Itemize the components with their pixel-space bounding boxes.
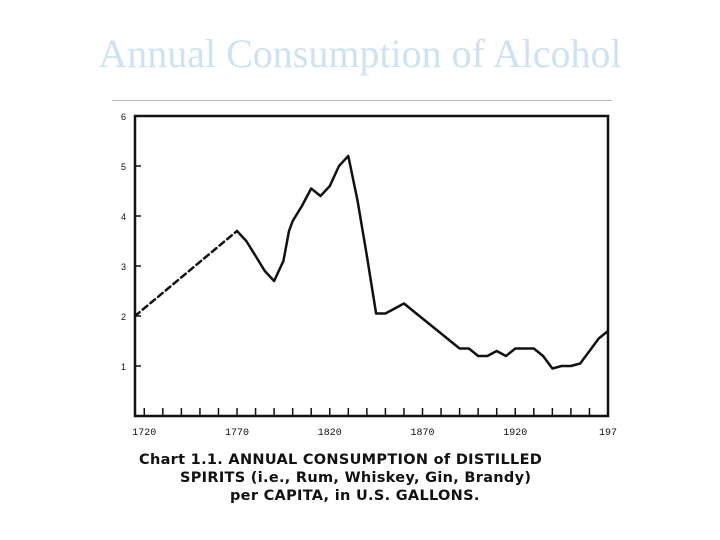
caption-line-1: Chart 1.1. ANNUAL CONSUMPTION of DISTILL… bbox=[139, 452, 543, 468]
y-tick-label: 6 bbox=[121, 112, 126, 122]
plot-frame bbox=[133, 114, 610, 418]
series-line-solid bbox=[235, 154, 610, 370]
x-tick-label: 1870 bbox=[411, 428, 435, 439]
y-tick-label: 4 bbox=[121, 212, 126, 222]
x-tick-label: 1720 bbox=[132, 428, 156, 439]
y-tick-label: 2 bbox=[121, 312, 126, 322]
caption-line-2: SPIRITS (i.e., Rum, Whiskey, Gin, Brandy… bbox=[180, 470, 532, 486]
x-tick-label: 1770 bbox=[225, 428, 249, 439]
y-tick-label: 3 bbox=[121, 262, 126, 272]
x-tick-label: 197 bbox=[599, 428, 617, 439]
series-line-dashed bbox=[133, 229, 239, 318]
caption-line-3: per CAPITA, in U.S. GALLONS. bbox=[230, 488, 480, 504]
slide-title: Annual Consumption of Alcohol bbox=[98, 31, 622, 76]
x-tick-label: 1820 bbox=[318, 428, 342, 439]
y-tick-label: 1 bbox=[121, 362, 126, 372]
chart-caption: Chart 1.1. ANNUAL CONSUMPTION of DISTILL… bbox=[135, 451, 615, 505]
top-divider bbox=[112, 100, 612, 101]
x-tick-label: 1920 bbox=[503, 428, 527, 439]
y-tick-label: 5 bbox=[121, 162, 126, 172]
